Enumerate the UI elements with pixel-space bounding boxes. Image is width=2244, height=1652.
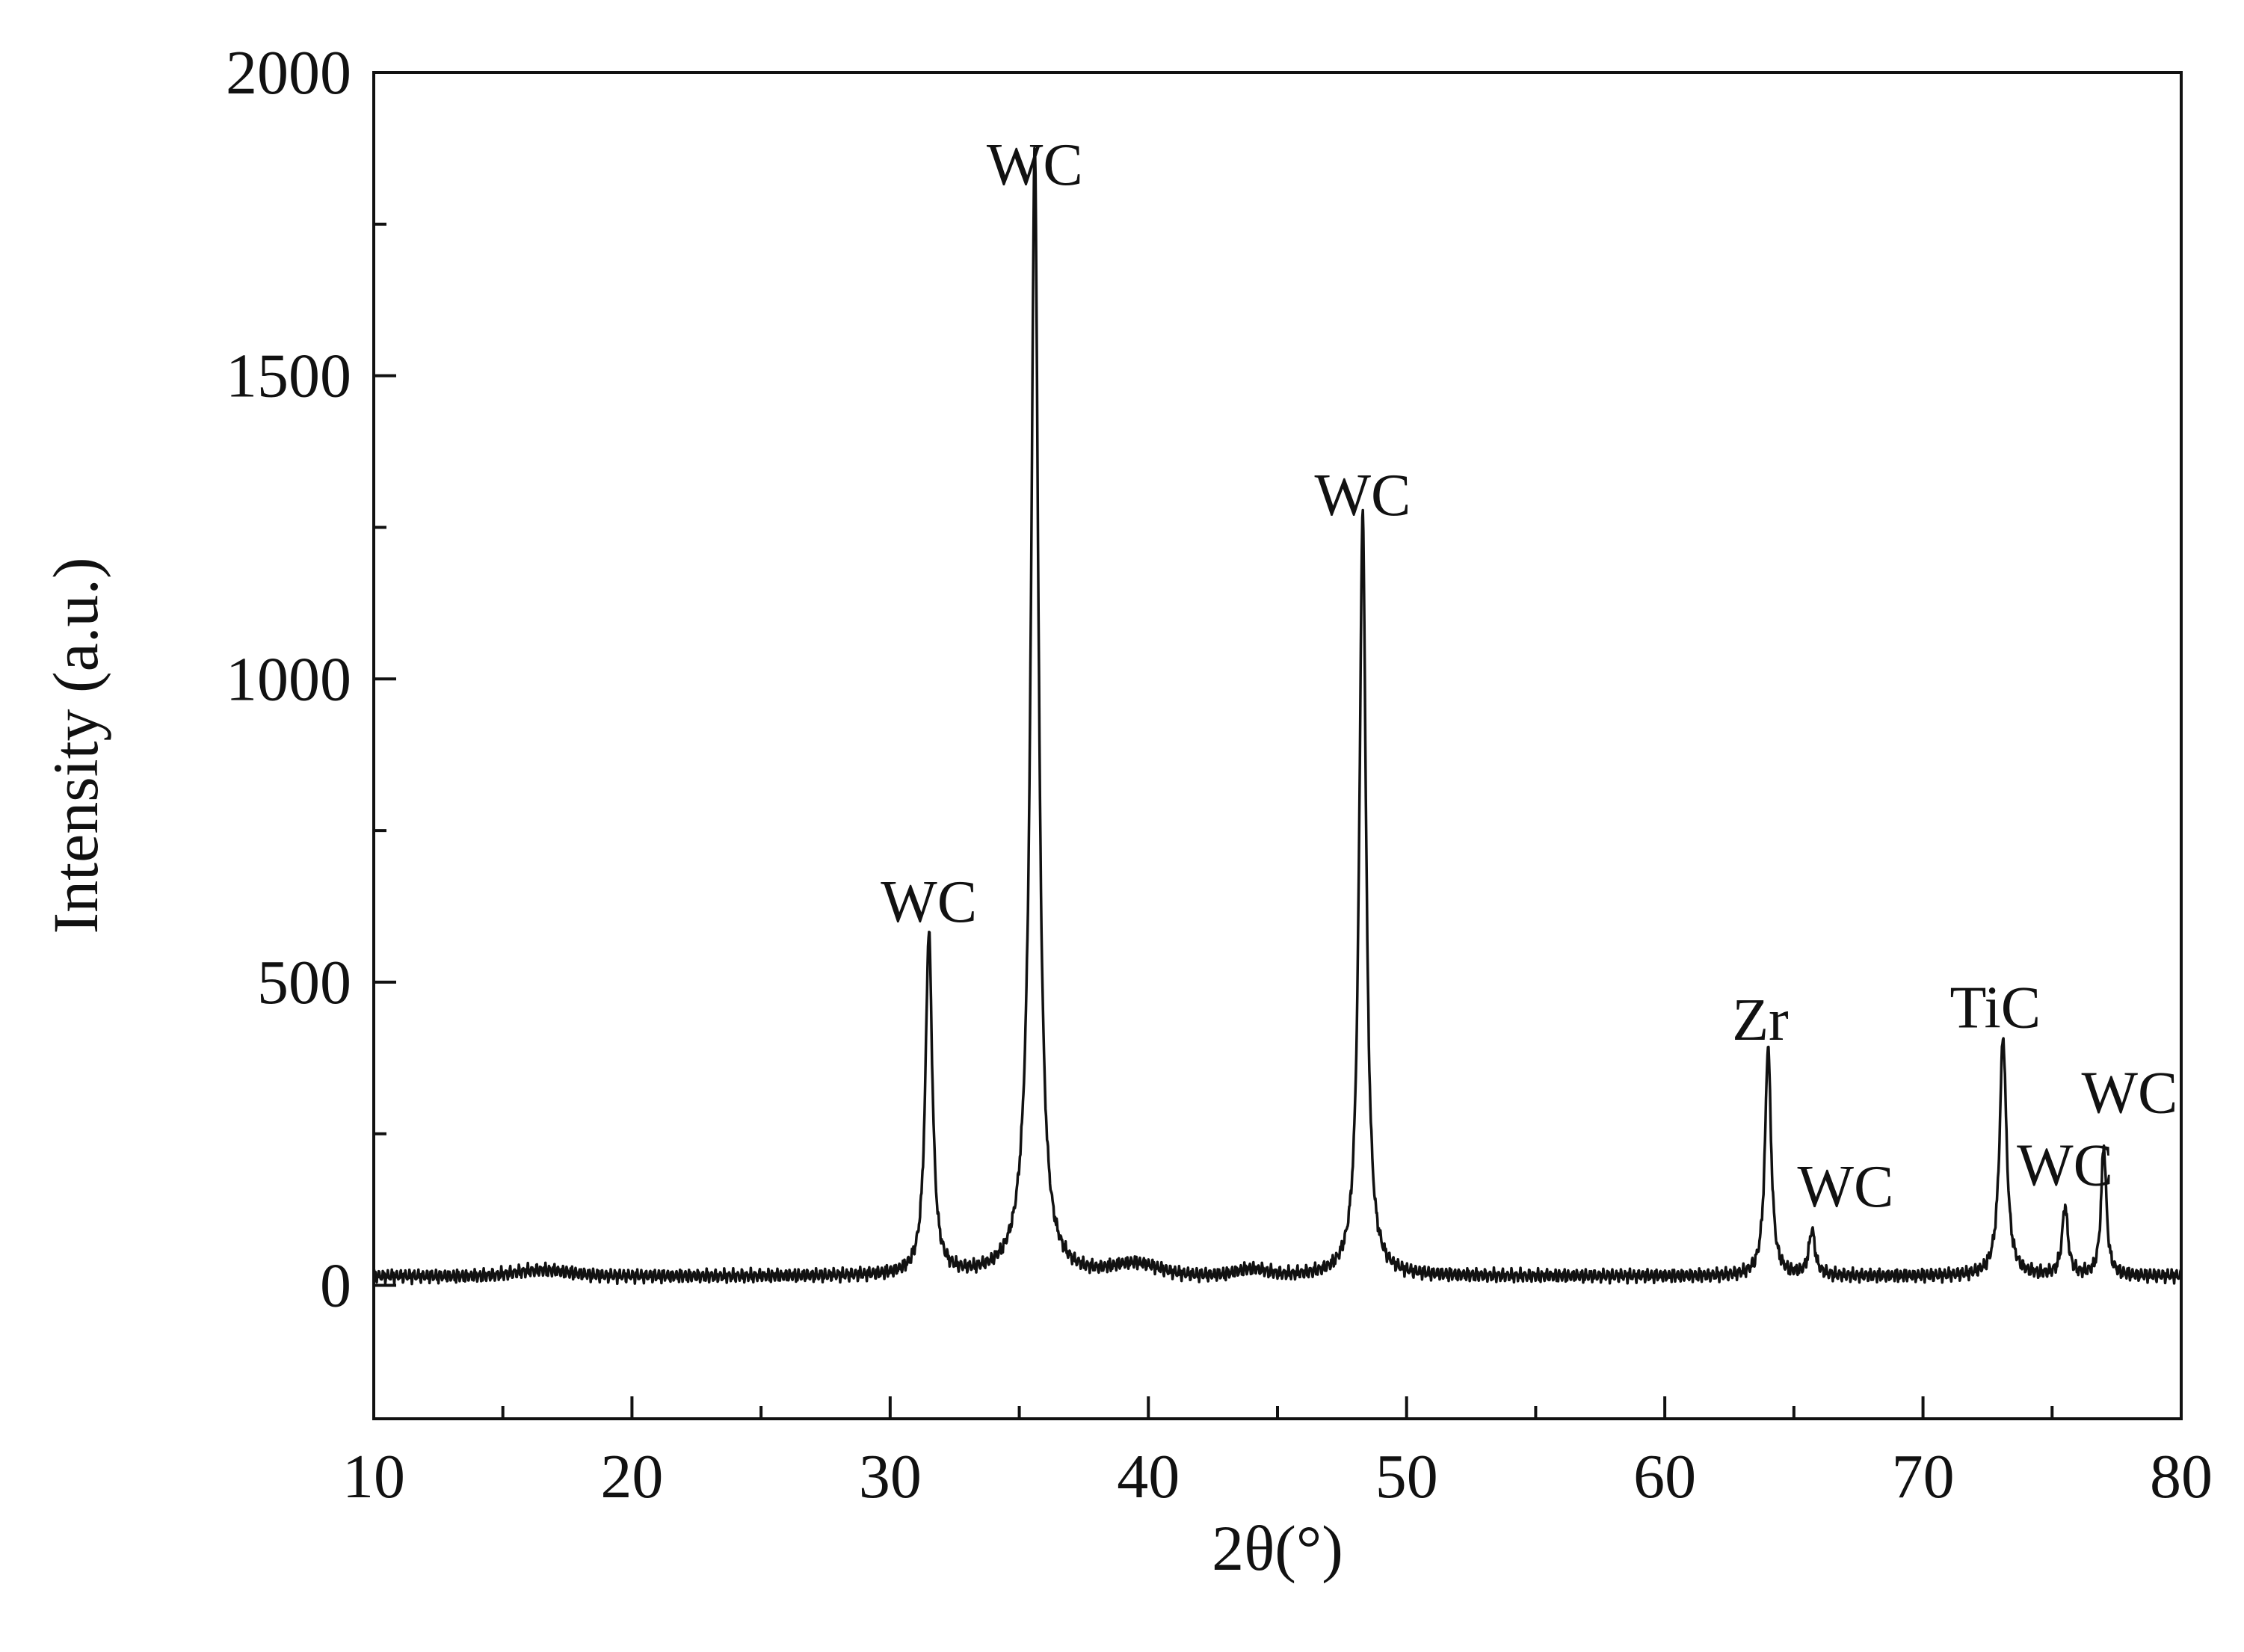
y-tick-label: 500	[257, 948, 351, 1017]
peak-label: WC	[987, 132, 1083, 198]
peak-annotations: WC WC WC Zr WC TiC WC WC	[881, 132, 2177, 1220]
x-minor-ticks	[501, 1406, 2054, 1419]
y-tick-label: 1000	[226, 644, 351, 714]
xrd-pattern-line	[372, 147, 2183, 1286]
y-minor-ticks	[374, 222, 386, 1135]
x-tick-label: 70	[1892, 1442, 1955, 1511]
peak-label: TiC	[1949, 976, 2041, 1041]
y-axis-title: Intensity (a.u.)	[40, 558, 111, 934]
x-tick-label: 60	[1633, 1442, 1696, 1511]
peak-label: WC	[1798, 1154, 1894, 1220]
y-tick-label: 2000	[226, 38, 351, 108]
y-tick-label: 0	[320, 1251, 351, 1321]
x-axis-ticks: 10 20 30 40 50 60 70 80	[342, 1396, 2213, 1511]
peak-label: Zr	[1732, 987, 1789, 1053]
series-layer	[372, 147, 2183, 1286]
peak-label: WC	[1315, 463, 1411, 528]
peak-label: WC	[881, 869, 977, 935]
x-tick-label: 20	[600, 1442, 663, 1511]
x-tick-label: 10	[342, 1442, 405, 1511]
y-axis-ticks: 0 500 1000 1500 2000	[226, 38, 396, 1321]
y-tick-label: 1500	[226, 342, 351, 411]
x-axis-title: 2θ(°)	[1212, 1512, 1343, 1584]
plot-frame	[372, 71, 2183, 1420]
x-tick-label: 30	[859, 1442, 922, 1511]
x-tick-label: 40	[1117, 1442, 1180, 1511]
x-tick-label: 50	[1375, 1442, 1438, 1511]
x-tick-label: 80	[2150, 1442, 2213, 1511]
peak-label: WC	[2081, 1060, 2177, 1126]
peak-label: WC	[2017, 1133, 2113, 1199]
